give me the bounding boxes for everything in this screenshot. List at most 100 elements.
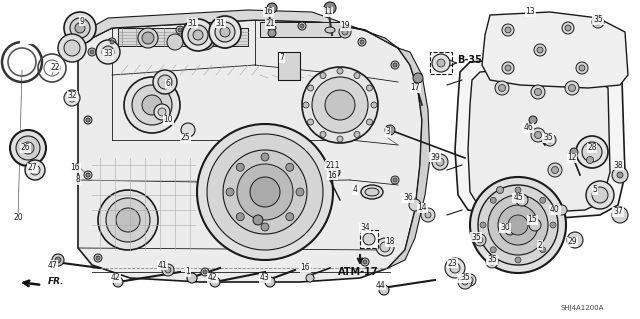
Circle shape [547,137,553,143]
Circle shape [363,260,367,264]
Circle shape [308,119,314,125]
Circle shape [209,16,241,48]
Circle shape [534,88,541,95]
Circle shape [586,181,614,209]
Text: 30: 30 [500,224,510,233]
Circle shape [489,259,495,265]
Circle shape [75,23,85,33]
Circle shape [583,153,597,167]
Circle shape [505,225,515,235]
Circle shape [576,136,608,168]
Circle shape [531,128,545,142]
Text: ATM-17: ATM-17 [338,267,378,277]
Circle shape [267,3,277,13]
Circle shape [178,28,182,32]
Circle shape [98,190,158,250]
Circle shape [320,131,326,137]
Circle shape [445,258,465,278]
Circle shape [490,247,496,253]
Circle shape [432,154,448,170]
Bar [260,22,340,37]
Circle shape [529,219,541,231]
Circle shape [64,40,80,56]
Circle shape [158,75,172,89]
Circle shape [354,72,360,78]
Circle shape [106,198,150,242]
Circle shape [182,19,214,51]
Circle shape [505,27,511,33]
Text: 21: 21 [330,160,340,169]
Circle shape [515,187,521,193]
Circle shape [490,197,496,203]
Circle shape [268,29,276,37]
Text: 23: 23 [447,258,457,268]
Text: 33: 33 [103,49,113,58]
Circle shape [385,125,395,135]
Text: 36: 36 [403,194,413,203]
Text: 25: 25 [180,133,190,143]
Circle shape [393,178,397,182]
Circle shape [617,172,623,178]
Circle shape [312,77,368,133]
Circle shape [582,142,602,162]
Text: 22: 22 [51,63,60,71]
Circle shape [102,46,114,58]
Circle shape [197,124,333,260]
Circle shape [210,277,220,287]
Text: 3: 3 [385,128,390,137]
Circle shape [330,167,340,177]
Circle shape [132,85,172,125]
Circle shape [450,263,460,273]
Circle shape [437,59,445,67]
Circle shape [515,257,521,263]
Circle shape [68,94,76,102]
Ellipse shape [365,188,379,196]
Circle shape [337,68,343,74]
Text: 9: 9 [79,17,84,26]
Circle shape [253,215,263,225]
Text: 16: 16 [327,170,337,180]
Circle shape [201,268,209,276]
Circle shape [361,258,369,266]
Text: 20: 20 [13,213,23,222]
Circle shape [499,85,506,92]
Circle shape [324,2,336,14]
Circle shape [215,28,235,48]
Text: 16: 16 [70,164,80,173]
Circle shape [94,254,102,262]
Text: 7: 7 [280,54,284,63]
Circle shape [86,118,90,122]
Text: 14: 14 [417,204,427,212]
Circle shape [30,165,40,175]
Circle shape [138,28,158,48]
Polygon shape [455,58,625,218]
Circle shape [557,205,567,215]
Circle shape [540,197,546,203]
Ellipse shape [361,185,383,199]
Circle shape [153,70,177,94]
Circle shape [367,85,372,91]
Circle shape [570,148,578,156]
Circle shape [470,177,566,273]
Text: 19: 19 [340,21,350,31]
Circle shape [592,16,604,28]
Text: 37: 37 [613,207,623,217]
Circle shape [86,173,90,177]
Text: 6: 6 [166,79,170,88]
Polygon shape [468,68,610,212]
Text: 46: 46 [523,123,533,132]
Circle shape [226,188,234,196]
Circle shape [296,188,304,196]
Circle shape [84,116,92,124]
Circle shape [393,63,397,67]
Circle shape [236,163,244,171]
Circle shape [354,131,360,137]
Circle shape [113,277,123,287]
Polygon shape [78,20,422,282]
Text: 35: 35 [543,133,553,143]
Circle shape [64,90,80,106]
Circle shape [529,116,537,124]
Text: 38: 38 [613,160,623,169]
Circle shape [96,256,100,260]
Text: 43: 43 [260,273,270,283]
